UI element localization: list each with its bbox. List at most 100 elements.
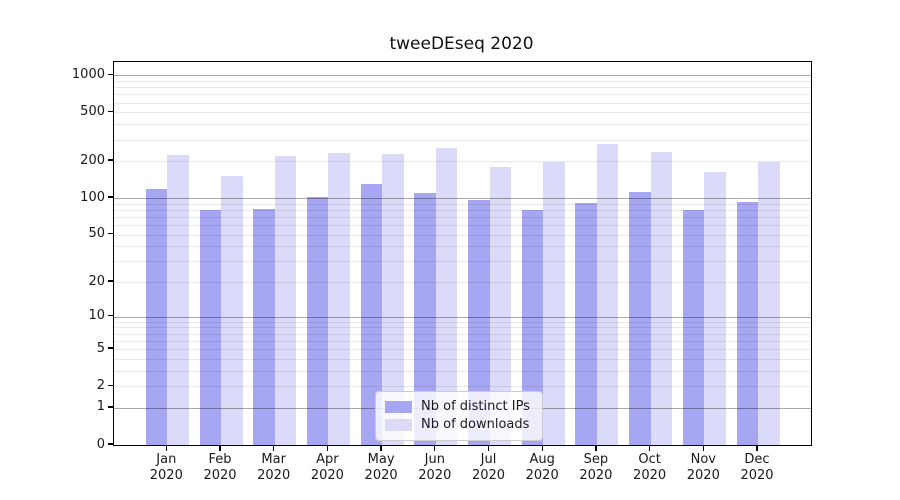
y-tick-label-100: 100 [80, 189, 105, 205]
x-tick-mark-nov [702, 445, 704, 451]
x-tick-month: Jul [480, 452, 497, 467]
y-tick-mark-1 [108, 406, 113, 408]
x-tick-year: 2020 [418, 468, 452, 483]
y-tick-mark-0 [108, 443, 113, 445]
x-tick-month: Aug [529, 452, 555, 467]
y-tick-label-500: 500 [80, 103, 105, 119]
x-tick-month: Oct [638, 452, 661, 467]
y-tick-label-1: 1 [96, 399, 105, 415]
gridline-3 [114, 370, 811, 372]
y-tick-label-2: 2 [96, 377, 105, 393]
x-tick-month: Jun [424, 452, 445, 467]
x-tick-mark-jun [434, 445, 436, 451]
gridline-90 [114, 203, 811, 205]
gridline-300 [114, 139, 811, 141]
gridline-200 [114, 161, 811, 163]
x-tick-year: 2020 [364, 468, 398, 483]
gridline-80 [114, 209, 811, 211]
x-tick-month: Sep [583, 452, 609, 467]
gridline-5 [114, 349, 811, 351]
x-tick-month: Feb [208, 452, 232, 467]
x-tick-month: Dec [744, 452, 770, 467]
gridline-7 [114, 333, 811, 335]
y-tick-mark-10 [108, 315, 113, 317]
bar-downloads [221, 175, 243, 445]
x-tick-year: 2020 [740, 468, 774, 483]
x-tick-label-dec: Dec 2020 [729, 452, 785, 484]
gridline-20 [114, 282, 811, 283]
gridline-400 [114, 124, 811, 126]
gridline-6 [114, 340, 811, 342]
x-tick-mark-may [380, 445, 382, 451]
gridline-70 [114, 216, 811, 218]
x-tick-year: 2020 [310, 468, 344, 483]
legend-item-downloads: Nb of downloads [385, 416, 533, 433]
bar-distinct-ips [629, 192, 651, 445]
x-tick-month: Mar [261, 452, 286, 467]
y-tick-label-0: 0 [96, 436, 105, 452]
legend-label-downloads: Nb of downloads [421, 417, 530, 432]
bar-distinct-ips [306, 197, 329, 445]
bar-downloads [704, 171, 726, 445]
x-tick-mark-apr [326, 445, 329, 451]
bar-distinct-ips [575, 203, 597, 445]
y-tick-mark-2 [108, 384, 113, 386]
x-tick-label-oct: Oct 2020 [622, 452, 678, 484]
x-tick-mark-sep [595, 445, 597, 451]
x-tick-label-jun: Jun 2020 [407, 452, 463, 484]
x-tick-month: Nov [690, 452, 716, 467]
y-tick-label-10: 10 [88, 308, 105, 324]
y-tick-label-200: 200 [80, 152, 105, 168]
bar-distinct-ips [145, 189, 168, 445]
grid-layer [114, 62, 811, 445]
x-tick-year: 2020 [471, 468, 506, 483]
y-tick-label-20: 20 [88, 273, 105, 289]
x-tick-year: 2020 [525, 468, 559, 483]
bars-layer [114, 62, 811, 445]
gridline-50 [114, 234, 811, 236]
gridline-100 [114, 198, 811, 199]
gridline-4 [114, 358, 811, 360]
x-tick-mark-jan [165, 445, 167, 451]
x-tick-label-nov: Nov 2020 [675, 452, 731, 484]
gridline-900 [114, 80, 811, 82]
x-tick-mark-oct [648, 445, 651, 451]
gridline-1000 [114, 75, 811, 77]
y-tick-mark-50 [108, 232, 113, 235]
y-tick-mark-200 [108, 159, 113, 161]
legend-item-distinct-ips: Nb of distinct IPs [385, 398, 533, 415]
gridline-2 [114, 386, 811, 388]
y-tick-mark-5 [108, 347, 113, 349]
x-tick-mark-mar [273, 445, 275, 451]
chart-title: tweeDEseq 2020 [389, 34, 534, 54]
bar-downloads [650, 152, 673, 445]
x-tick-mark-jul [487, 445, 490, 451]
x-tick-label-jul: Jul 2020 [461, 452, 517, 484]
plot-area: Nb of distinct IPs Nb of downloads [113, 61, 812, 446]
bar-downloads [274, 156, 297, 445]
bar-downloads [543, 162, 565, 445]
gridline-8 [114, 327, 811, 329]
gridline-500 [114, 112, 811, 114]
x-tick-label-aug: Aug 2020 [514, 452, 570, 484]
y-tick-label-1000: 1000 [71, 66, 105, 82]
y-tick-mark-100 [108, 196, 113, 198]
y-tick-label-50: 50 [88, 226, 105, 241]
x-tick-year: 2020 [149, 468, 183, 483]
bar-downloads [596, 144, 619, 445]
x-tick-mark-dec [756, 445, 758, 451]
x-tick-mark-feb [219, 445, 221, 451]
bar-distinct-ips [682, 209, 705, 445]
legend-swatch-downloads [385, 418, 412, 431]
gridline-800 [114, 87, 811, 89]
legend-swatch-distinct-ips [385, 400, 412, 413]
x-tick-label-jan: Jan 2020 [138, 452, 194, 484]
gridline-10 [114, 316, 811, 318]
x-tick-year: 2020 [579, 468, 613, 483]
x-tick-label-may: May 2020 [353, 452, 409, 484]
gridline-9 [114, 321, 811, 323]
bar-distinct-ips [199, 210, 221, 445]
x-tick-label-apr: Apr 2020 [299, 452, 355, 484]
gridline-40 [114, 246, 811, 248]
x-tick-label-sep: Sep 2020 [568, 452, 624, 484]
